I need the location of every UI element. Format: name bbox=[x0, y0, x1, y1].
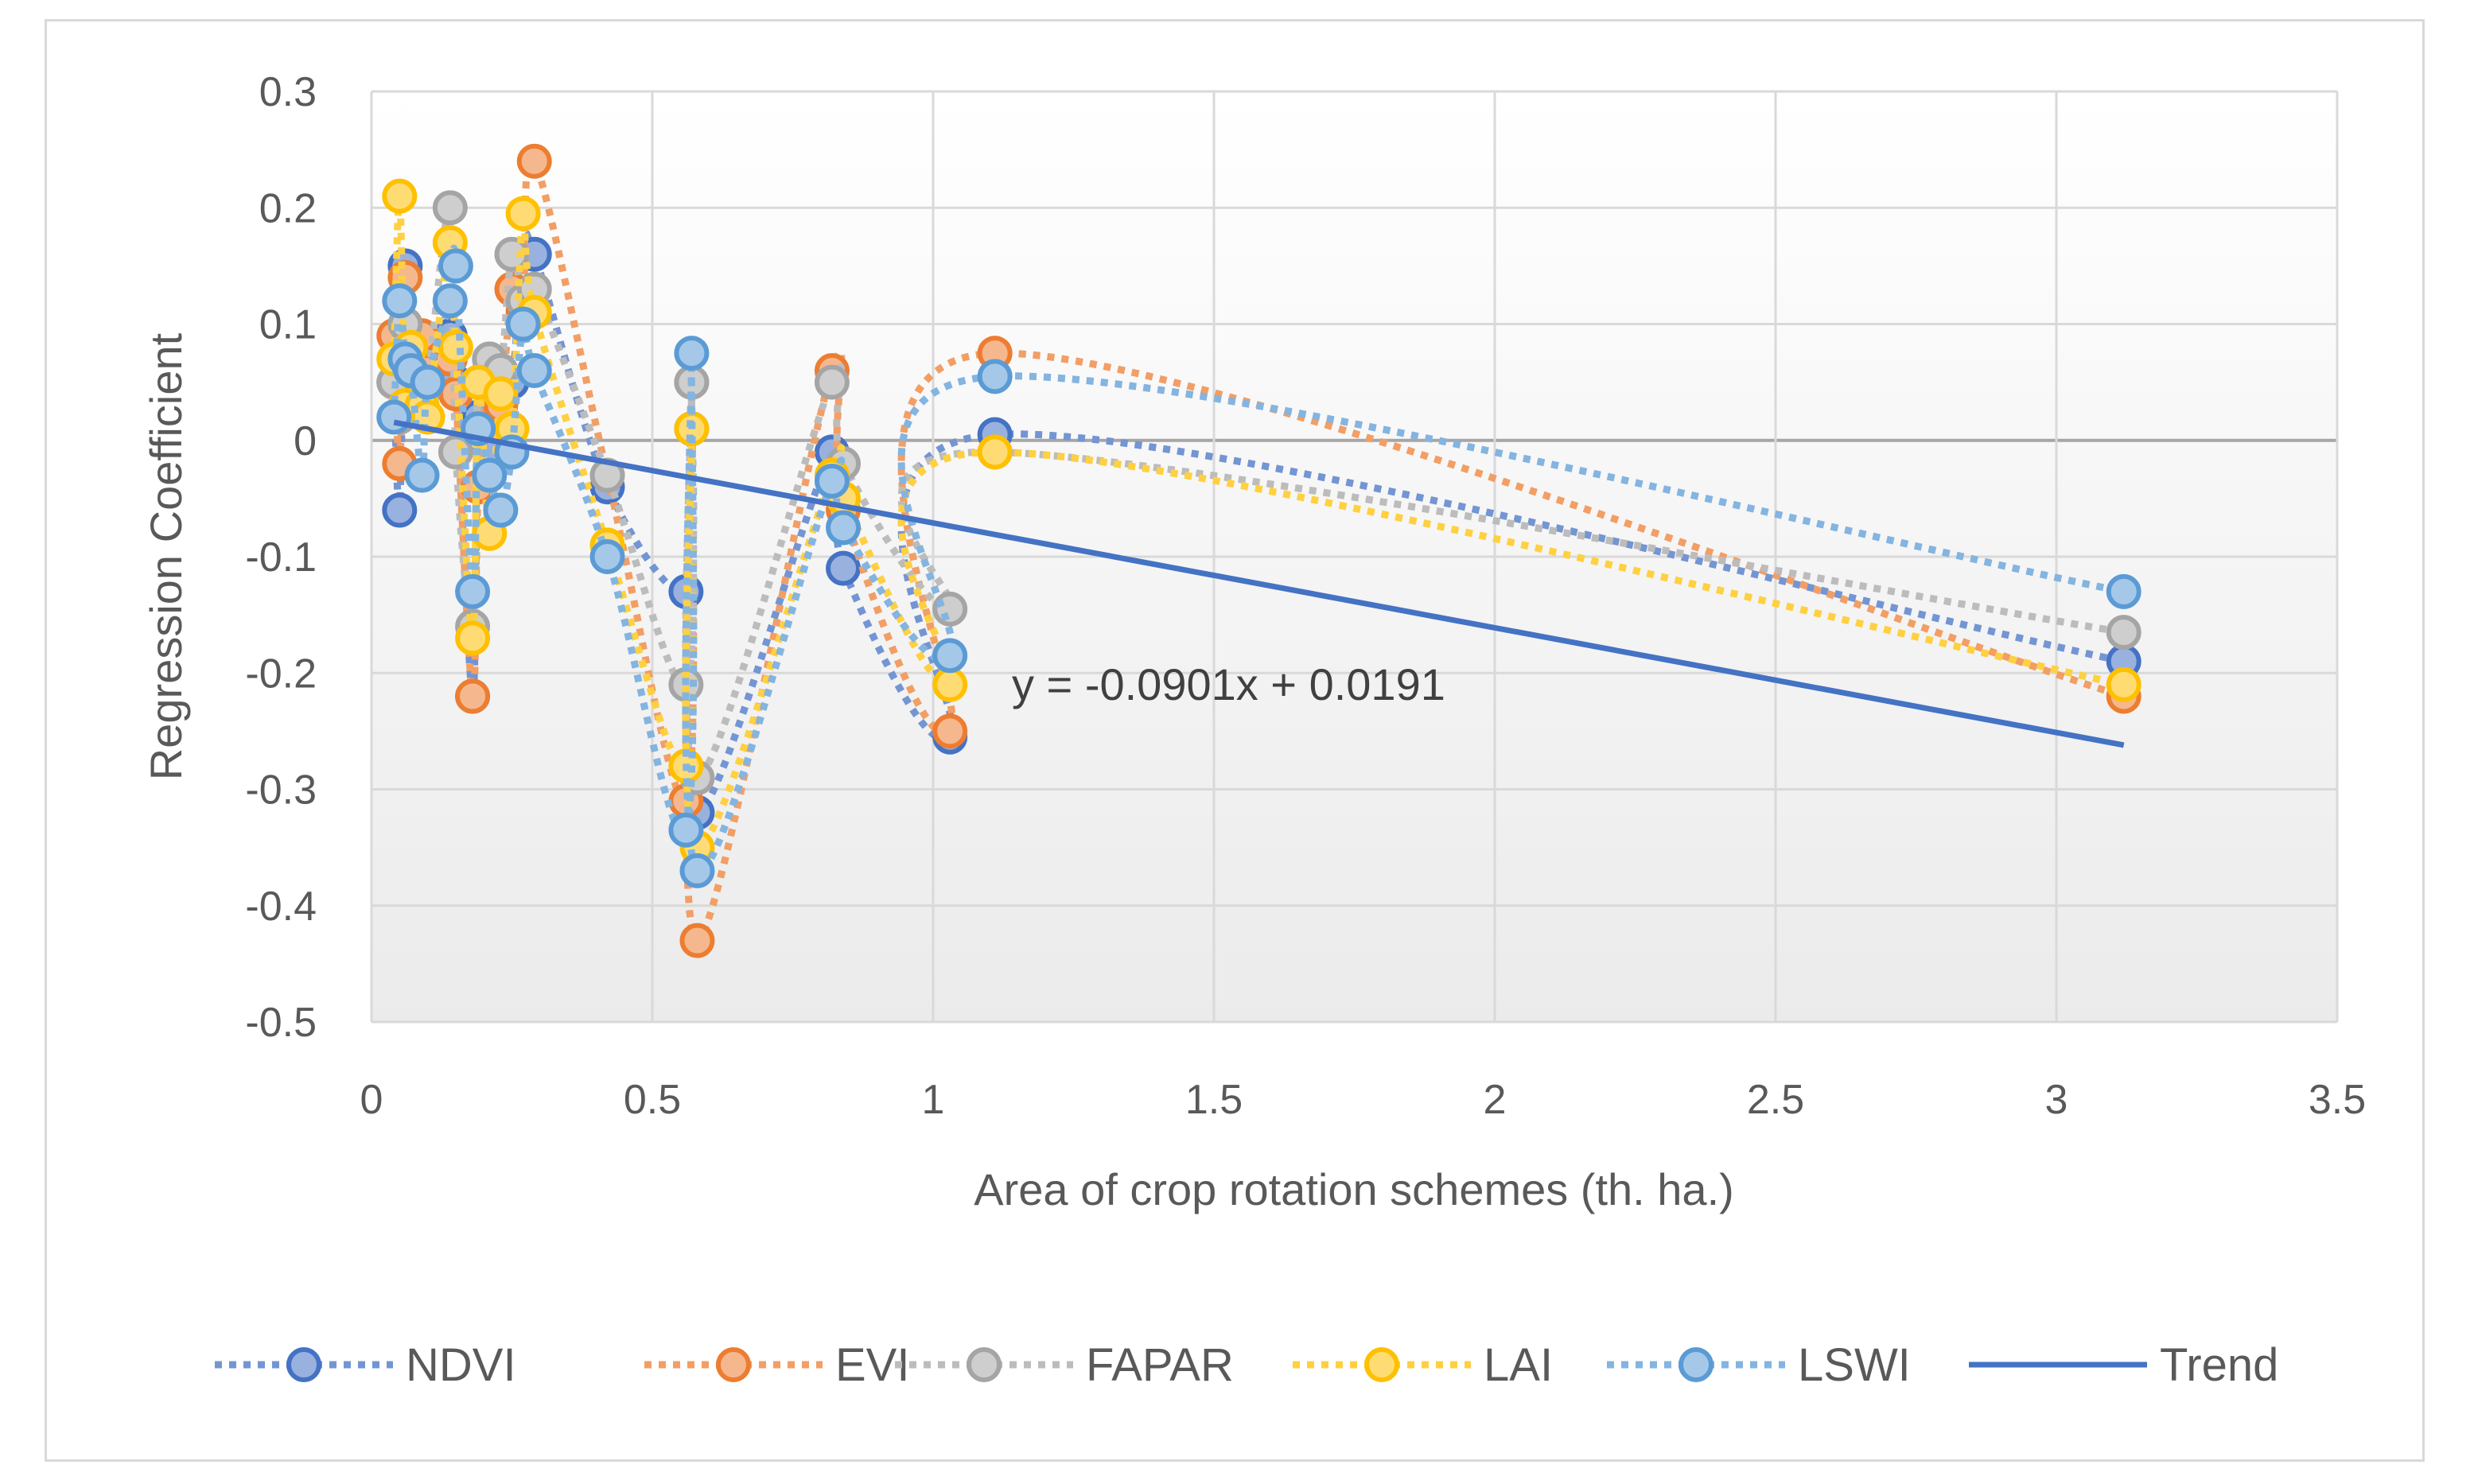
x-tick-label: 0.5 bbox=[624, 1077, 681, 1123]
y-tick-label: 0.1 bbox=[259, 302, 317, 348]
data-point-lswi bbox=[932, 638, 968, 674]
data-point-lai bbox=[505, 196, 541, 231]
trend-layer bbox=[393, 419, 2125, 748]
legend-marker bbox=[1364, 1347, 1399, 1382]
x-tick-label: 3 bbox=[2045, 1077, 2068, 1123]
legend-item-lai: LAI bbox=[1293, 1339, 1553, 1391]
data-point-lswi bbox=[483, 492, 519, 528]
data-point-lswi bbox=[382, 283, 418, 319]
legend-marker bbox=[716, 1347, 751, 1382]
legend-marker bbox=[286, 1347, 321, 1382]
legend-label: FAPAR bbox=[1086, 1339, 1234, 1391]
legend-item-ndvi: NDVI bbox=[215, 1339, 516, 1391]
data-point-lai bbox=[483, 376, 519, 412]
tick-labels: 0.3 0.2 0.1 0 -0.1 -0.2 -0.3 -0.4 -0.5 0 0.5 1 1.5 2 2… bbox=[245, 69, 2366, 1123]
trend-equation: y = -0.0901x + 0.0191 bbox=[1012, 659, 1445, 709]
y-tick-label: 0.3 bbox=[259, 69, 317, 115]
data-point-lswi bbox=[679, 853, 715, 888]
data-point-fapar bbox=[932, 591, 968, 627]
data-point-lswi bbox=[826, 510, 862, 546]
data-point-lai bbox=[455, 620, 491, 656]
x-tick-label: 2 bbox=[1484, 1077, 1507, 1123]
data-point-evi bbox=[455, 678, 491, 714]
data-point-ndvi bbox=[826, 550, 862, 586]
x-tick-label: 0 bbox=[360, 1077, 383, 1123]
legend-item-evi: EVI bbox=[644, 1339, 910, 1391]
trend-line bbox=[393, 419, 2125, 748]
data-point-evi bbox=[516, 143, 552, 179]
y-tick-label: -0.2 bbox=[245, 651, 317, 697]
x-tick-label: 1.5 bbox=[1185, 1077, 1243, 1123]
legend-item-trend: Trend bbox=[1969, 1339, 2278, 1391]
data-point-lswi bbox=[438, 248, 473, 284]
legend-item-lswi: LSWI bbox=[1607, 1339, 1911, 1391]
data-point-lai bbox=[977, 434, 1013, 470]
data-point-lswi bbox=[410, 364, 445, 400]
data-point-lswi bbox=[814, 463, 850, 499]
y-tick-label: -0.4 bbox=[245, 884, 317, 930]
data-point-lswi bbox=[977, 359, 1013, 394]
series-layer bbox=[376, 143, 2141, 958]
x-tick-label: 1 bbox=[922, 1077, 945, 1123]
x-tick-label: 3.5 bbox=[2309, 1077, 2366, 1123]
legend-marker bbox=[967, 1347, 1002, 1382]
data-point-lai bbox=[932, 666, 968, 702]
data-point-lswi bbox=[455, 573, 491, 609]
data-point-ndvi bbox=[382, 492, 418, 528]
data-point-lswi bbox=[404, 457, 440, 493]
legend-label: LAI bbox=[1484, 1339, 1553, 1391]
legend: NDVI EVI FAPAR LAI LSWI Trend bbox=[215, 1339, 2278, 1391]
y-tick-label: 0.2 bbox=[259, 185, 317, 231]
data-point-lai bbox=[438, 329, 473, 365]
y-tick-label: 0 bbox=[294, 418, 317, 464]
y-tick-label: -0.5 bbox=[245, 1000, 317, 1046]
data-point-fapar bbox=[814, 364, 850, 400]
x-axis-title: Area of crop rotation schemes (th. ha.) bbox=[974, 1164, 1734, 1214]
data-point-lai bbox=[2106, 666, 2141, 702]
y-tick-label: -0.1 bbox=[245, 534, 317, 581]
data-point-fapar bbox=[432, 190, 468, 226]
data-point-lswi bbox=[432, 283, 468, 319]
data-point-lswi bbox=[589, 539, 625, 574]
data-point-lswi bbox=[668, 812, 704, 848]
data-point-lswi bbox=[376, 399, 412, 435]
data-point-lswi bbox=[505, 306, 541, 342]
legend-item-fapar: FAPAR bbox=[895, 1339, 1234, 1391]
x-tick-label: 2.5 bbox=[1747, 1077, 1804, 1123]
data-point-lswi bbox=[674, 336, 710, 371]
legend-label: Trend bbox=[2160, 1339, 2278, 1391]
legend-label: LSWI bbox=[1798, 1339, 1911, 1391]
y-tick-label: -0.3 bbox=[245, 767, 317, 814]
data-point-evi bbox=[679, 923, 715, 958]
data-point-evi bbox=[932, 713, 968, 749]
legend-marker bbox=[1679, 1347, 1714, 1382]
y-axis-title: Regression Coefficient bbox=[141, 332, 191, 780]
data-point-lswi bbox=[516, 353, 552, 388]
data-point-lswi bbox=[472, 457, 508, 493]
legend-label: NDVI bbox=[406, 1339, 516, 1391]
data-point-lswi bbox=[2106, 573, 2141, 609]
data-point-fapar bbox=[2106, 615, 2141, 651]
data-point-lai bbox=[382, 178, 418, 214]
